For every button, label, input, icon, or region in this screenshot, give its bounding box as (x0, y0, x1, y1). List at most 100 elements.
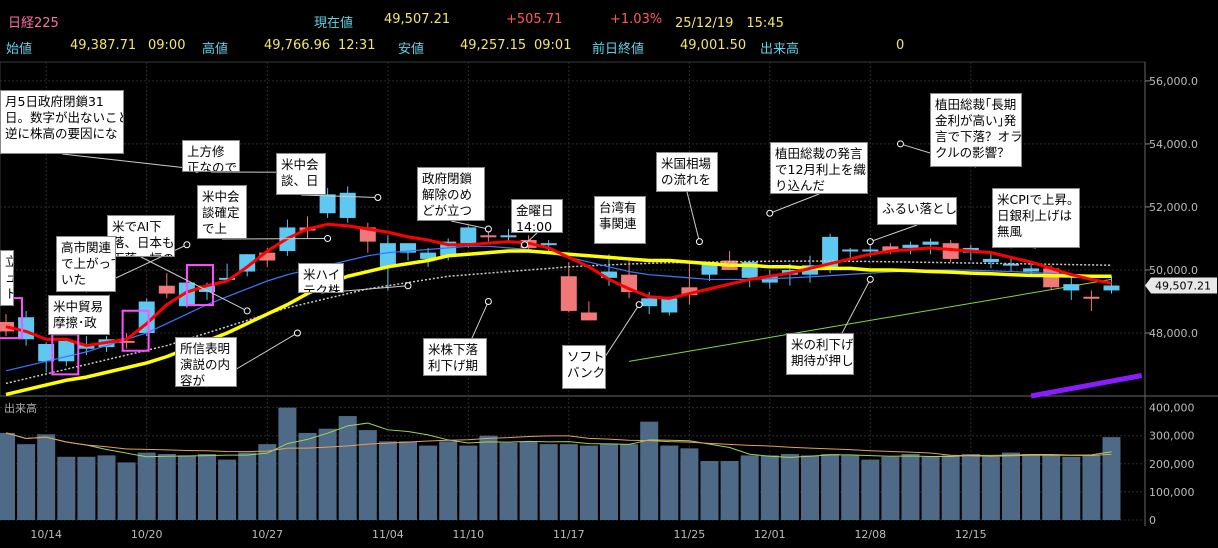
volume-bar (419, 445, 438, 520)
candle-body (158, 285, 175, 294)
candle-body (38, 344, 55, 362)
high-label: 高値 (202, 42, 229, 57)
candle-body (922, 241, 939, 245)
annotation-anchor (404, 282, 412, 290)
volume-ma-long (5, 432, 1112, 457)
volume-bar (941, 455, 960, 520)
candle-body (339, 192, 356, 218)
candle-body (420, 252, 437, 259)
volume-bar (640, 421, 659, 520)
low-time: 09:01 (534, 38, 572, 53)
open-time: 09:00 (148, 38, 186, 53)
volume-bar (1062, 456, 1081, 520)
date-tick-label: 10/14 (30, 528, 62, 541)
open-value: 49,387.71 (70, 38, 137, 53)
annotation-note: 米中会 談、日 (276, 153, 326, 195)
candle-body (641, 298, 658, 307)
annotation-note: ソフト バンク (562, 345, 606, 389)
annotation-note: 立 ュ ト (0, 250, 14, 306)
volume-bar (579, 445, 598, 520)
annotation-note: 米CPIで上昇。 日銀利上げは 無風 (992, 188, 1080, 248)
low-value: 49,257.15 (460, 38, 527, 53)
annotation-note: 植田総裁の発言 で12月利上を織 り込んだ (770, 142, 868, 194)
price-tick-label: 48,000.0 (1149, 327, 1198, 340)
annotation-anchor (484, 225, 492, 233)
volume-bar (338, 416, 357, 520)
candle-body (379, 243, 396, 267)
volume-bar (901, 453, 920, 520)
candle-body (1003, 263, 1019, 266)
volume-bar (399, 441, 417, 520)
open-label: 始値 (6, 42, 33, 57)
annotation-note: 高市関連 で上がって いた (56, 236, 116, 292)
candle-body (902, 244, 919, 248)
date-tick-label: 10/20 (131, 528, 163, 541)
ma-short-line (5, 222, 1112, 348)
header-row-2: 始値 49,387.71 09:00 高値 49,766.96 12:31 安値… (0, 38, 1218, 57)
annotation-anchor (695, 238, 703, 246)
annotation-anchor (484, 297, 492, 305)
header-row-1: 日経225 現在値 49,507.21 +505.71 +1.03% 25/12… (0, 12, 1218, 31)
annotation-anchor (293, 329, 301, 337)
candle-body (882, 246, 899, 252)
annotation-leader (686, 191, 700, 242)
price-tick-label: 50,000.0 (1149, 264, 1198, 277)
volume-bar (760, 455, 779, 520)
annotation-anchor (635, 301, 643, 309)
volume-bar (559, 444, 578, 520)
volume-bar (218, 459, 237, 520)
volume-bar (620, 444, 639, 520)
volume-bar (600, 444, 618, 520)
volume-bar (479, 435, 498, 520)
candle-body (681, 287, 698, 296)
date-tick-label: 11/17 (553, 528, 585, 541)
current-value: 49,507.21 (384, 12, 451, 27)
annotation-leader (450, 220, 489, 230)
annotation-leader (769, 193, 820, 214)
volume-bar (881, 456, 900, 520)
volume-bar (499, 442, 518, 520)
volume-tick-label: 100,000 (1149, 486, 1195, 499)
volume-bar (821, 453, 840, 520)
volume-tick-label: 300,000 (1149, 430, 1195, 443)
annotation-anchor (324, 234, 332, 242)
last-price-marker (1145, 277, 1217, 294)
volume-bar (740, 455, 759, 520)
candle-body (500, 235, 517, 238)
candle-body (1023, 268, 1040, 272)
volume-bar (1102, 437, 1121, 520)
volume-value-header: 0 (896, 38, 905, 53)
trendline-purple (1030, 373, 1143, 399)
volume-bar (358, 430, 377, 520)
candle-body (199, 285, 215, 293)
volume-bar (1022, 453, 1041, 520)
current-label: 現在値 (314, 16, 354, 31)
date-tick-label: 12/08 (854, 528, 886, 541)
candle-body (560, 276, 577, 311)
volume-bar (37, 434, 56, 520)
annotation-note: 米株下落 利下げ期 (423, 338, 487, 376)
volume-bar (921, 456, 940, 520)
ma-long-line (5, 260, 1112, 385)
volume-bar (981, 456, 1000, 520)
volume-bar (459, 445, 478, 520)
volume-bar (780, 453, 799, 520)
annotation-note: 植田総裁｢長期 金利が高い｣発 言で下落？オラ クルの影響？ (930, 93, 1022, 167)
volume-panel-label: 出来高 (4, 401, 37, 415)
change-value: +505.71 (506, 12, 563, 27)
volume-bar (660, 445, 679, 520)
volume-bar (17, 444, 36, 520)
volume-bar (77, 456, 96, 520)
highlight-box (121, 309, 150, 352)
candle-body (982, 258, 999, 263)
annotation-anchor (896, 140, 904, 148)
date-tick-label: 12/15 (955, 528, 987, 541)
volume-bar (318, 428, 337, 520)
candle-body (480, 235, 497, 238)
volume-bar (0, 432, 15, 520)
index-title: 日経225 (8, 16, 59, 31)
annotation-note: 米国相場 の流れを (656, 152, 718, 192)
volume-bar (841, 455, 860, 520)
highlight-box (185, 264, 214, 307)
